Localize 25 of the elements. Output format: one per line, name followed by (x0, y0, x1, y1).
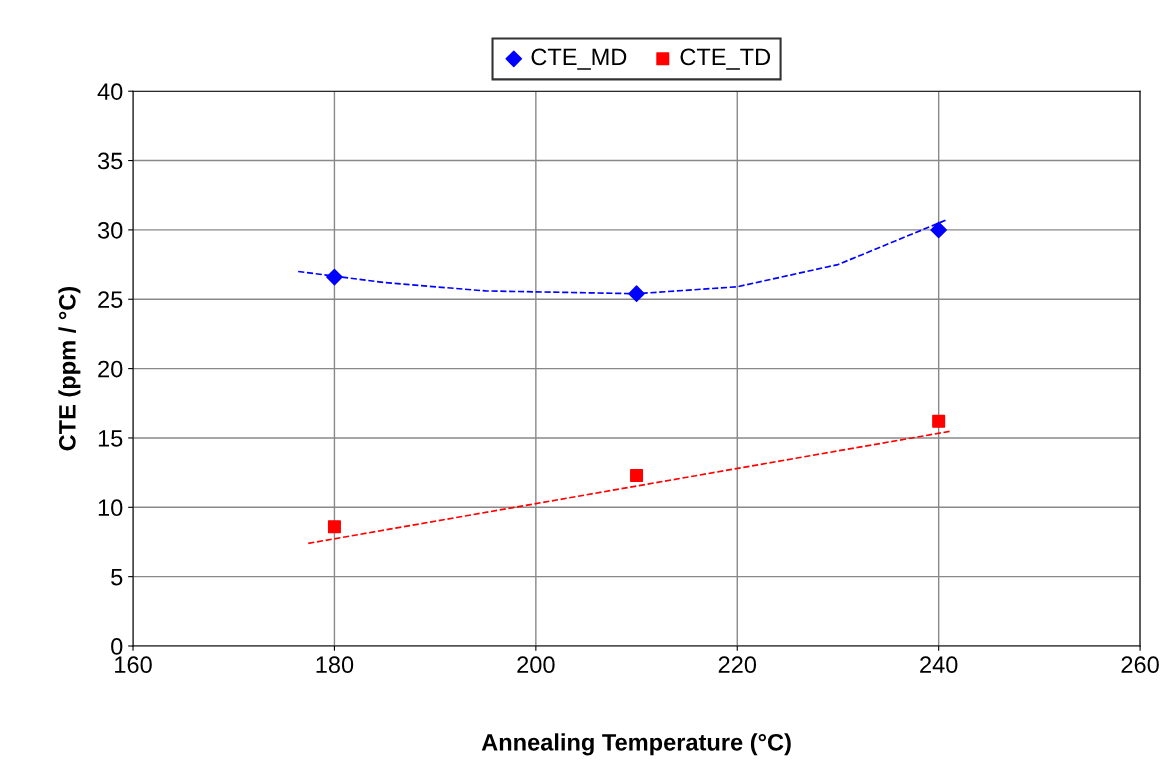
y-tick-label: 0 (111, 638, 123, 655)
x-tick-label: 180 (316, 656, 354, 674)
y-tick-label: 15 (98, 430, 123, 447)
y-tick-label: 35 (97, 152, 123, 170)
y-tick-label: 30 (97, 221, 123, 239)
x-tick-label: 240 (920, 656, 958, 674)
point (326, 268, 343, 286)
legend-label: CTE_MD (531, 48, 627, 70)
legend-label: CTE_TD (680, 48, 771, 70)
point (630, 468, 644, 482)
x-tick-label: 160 (115, 656, 152, 674)
x-tick-label: 220 (718, 656, 757, 674)
y-tick-label: 5 (111, 568, 123, 586)
y-tick-label: 20 (98, 360, 123, 378)
point (628, 285, 645, 303)
x-axis-title: Annealing Temperature (°C) (481, 733, 791, 756)
y-tick-label: 40 (97, 83, 123, 100)
x-tick-label: 200 (517, 656, 555, 674)
y-axis-title: CTE (ppm / °C) (58, 287, 81, 451)
point (930, 221, 947, 239)
point (327, 520, 341, 534)
point (932, 414, 946, 428)
x-tick-label: 260 (1121, 656, 1159, 674)
y-tick-label: 25 (98, 291, 123, 309)
y-tick-label: 10 (98, 499, 123, 517)
